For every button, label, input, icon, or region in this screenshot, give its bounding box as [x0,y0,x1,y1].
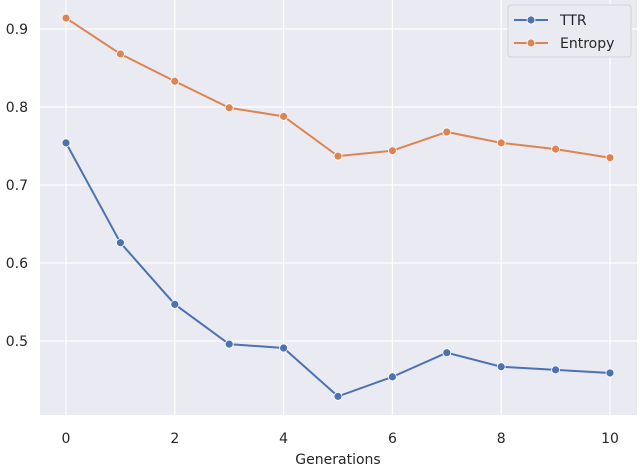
ttr-point [387,372,397,382]
legend-marker-entropy [526,38,536,48]
entropy-point [551,144,560,154]
entropy-point [605,153,615,163]
ttr-point [551,365,560,375]
legend: TTR Entropy [507,4,632,58]
ttr-point [333,391,343,401]
y-tick-label: 0.7 [6,178,28,194]
ttr-point [116,238,125,248]
legend-marker-ttr [526,15,536,25]
x-tick-label: 4 [279,431,288,447]
entropy-point [61,13,71,23]
x-tick-label: 2 [170,431,179,447]
y-tick-label: 0.6 [6,256,28,272]
entropy-point [116,49,125,59]
entropy-point [333,151,343,161]
ttr-point [496,362,506,372]
ttr-point [279,343,289,353]
ttr-point [442,348,452,358]
entropy-point [496,138,506,148]
y-tick-label: 0.8 [6,100,28,116]
legend-label-ttr: TTR [559,13,587,29]
x-tick-label: 6 [388,431,397,447]
ttr-point [224,339,234,349]
plot-background [40,0,637,415]
entropy-point [442,127,452,137]
tick-labels: 0 2 4 6 8 10 0.5 0.6 0.7 0.8 0.9 [6,22,619,447]
y-tick-label: 0.9 [6,22,28,38]
entropy-point [170,76,180,86]
x-tick-label: 0 [62,431,71,447]
x-axis-label: Generations [295,452,380,466]
entropy-point [224,103,234,113]
ttr-point [170,299,180,309]
series-lines [61,13,615,401]
ttr-point [61,138,71,148]
x-tick-label: 8 [497,431,506,447]
entropy-point [279,111,289,121]
grid [40,0,637,415]
legend-label-entropy: Entropy [560,36,614,52]
ttr-point [605,368,615,378]
y-tick-label: 0.5 [6,334,28,350]
entropy-point [387,146,397,156]
x-tick-label: 10 [601,431,619,447]
